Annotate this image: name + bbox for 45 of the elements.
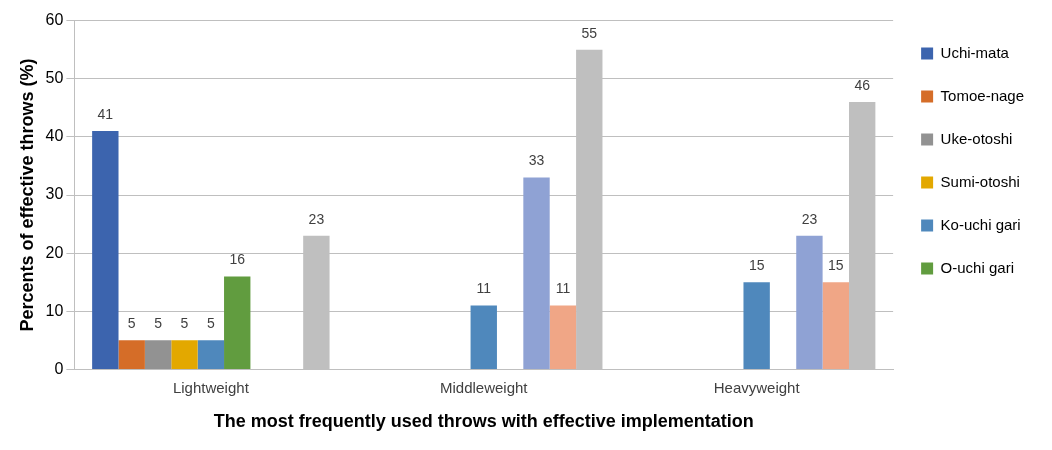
bar xyxy=(796,235,823,369)
bar xyxy=(822,282,849,369)
x-tick-label: Lightweight xyxy=(172,378,250,396)
bar xyxy=(92,131,119,369)
data-label: 5 xyxy=(180,315,189,332)
data-label: 11 xyxy=(476,280,492,297)
data-label: 23 xyxy=(801,210,818,227)
bar xyxy=(171,340,198,369)
y-tick-label: 50 xyxy=(45,69,64,87)
bar xyxy=(549,305,577,369)
data-label: 15 xyxy=(748,257,765,274)
legend-label: Ko-uchi gari xyxy=(940,215,1021,233)
data-label: 5 xyxy=(154,315,163,332)
y-tick-label: 10 xyxy=(45,301,64,319)
y-axis-title: Percents of effective throws (%) xyxy=(16,58,37,332)
bar xyxy=(743,282,770,369)
bar xyxy=(118,340,145,369)
bar xyxy=(224,276,251,369)
data-label: 5 xyxy=(206,315,215,332)
y-tick-label: 30 xyxy=(45,185,64,203)
data-label: 15 xyxy=(828,257,844,274)
x-axis-title: The most frequently used throws with effective implementation xyxy=(213,411,754,432)
data-label: 5 xyxy=(127,315,136,332)
bar xyxy=(470,305,497,369)
y-tick-label: 20 xyxy=(45,243,64,261)
x-tick-label: Middleweight xyxy=(439,378,529,396)
bar xyxy=(144,340,172,369)
legend-label: Sumi-otoshi xyxy=(940,172,1020,190)
data-label: 23 xyxy=(308,210,325,227)
legend-label: O-uchi gari xyxy=(940,258,1014,276)
y-tick-label: 60 xyxy=(45,11,64,29)
data-label: 55 xyxy=(581,24,598,41)
legend-label: Tomoe-nage xyxy=(940,86,1024,104)
bar xyxy=(197,340,225,369)
data-label: 46 xyxy=(854,76,871,93)
data-label: 33 xyxy=(528,152,545,169)
x-tick-label: Heavyweight xyxy=(713,378,801,396)
y-tick-label: 40 xyxy=(45,127,64,145)
legend-label: Uke-otoshi xyxy=(940,129,1013,147)
data-label: 41 xyxy=(97,105,114,122)
data-label: 11 xyxy=(555,280,571,297)
bar xyxy=(523,177,550,369)
legend-label: Uchi-mata xyxy=(940,43,1010,61)
data-label: 16 xyxy=(229,251,246,268)
y-tick-label: 0 xyxy=(54,359,64,377)
